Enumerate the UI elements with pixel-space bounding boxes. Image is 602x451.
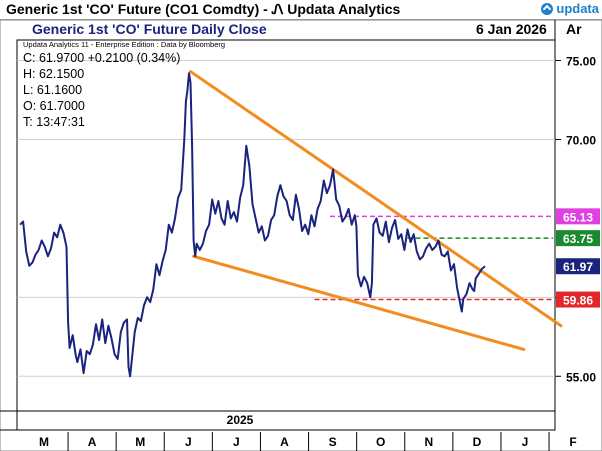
x-tick-label: J: [522, 435, 529, 449]
window-title: Generic 1st 'CO' Future (CO1 Comdty) - Ꮑ…: [6, 1, 401, 17]
level-label-box: [556, 258, 600, 275]
level-label-box: [556, 291, 600, 308]
brand-logo: updata: [541, 1, 599, 16]
x-tick-label: J: [233, 435, 240, 449]
x-tick-label: A: [88, 435, 97, 449]
x-tick-label: F: [569, 435, 576, 449]
level-label-text: 61.97: [563, 260, 593, 274]
y-tick-label: 55.00: [566, 370, 596, 384]
x-tick-label: M: [39, 435, 49, 449]
x-tick-label: O: [376, 435, 385, 449]
ohlc-time: T: 13:47:31: [23, 115, 85, 129]
plot-area: [16, 39, 556, 431]
x-tick-label: M: [135, 435, 145, 449]
y-tick-label: 75.00: [566, 55, 596, 69]
chart-date: 6 Jan 2026: [476, 21, 547, 37]
ohlc-low: L: 61.1600: [23, 83, 82, 97]
price-series-line: [19, 72, 486, 378]
y-tick-label: 70.00: [566, 133, 596, 147]
currency-label: Ar: [566, 21, 582, 37]
chart-border: [0, 19, 602, 451]
brand-name: updata: [556, 1, 599, 16]
level-label-text: 65.13: [563, 210, 593, 224]
attribution-text: Updata Analytics 11 - Enterprise Edition…: [23, 40, 225, 49]
x-tick-label: D: [473, 435, 482, 449]
trendline-upper: [189, 70, 563, 328]
ohlc-high: H: 62.1500: [23, 67, 84, 81]
level-label-text: 63.75: [563, 232, 593, 246]
year-label: 2025: [227, 413, 254, 427]
x-tick-label: A: [280, 435, 289, 449]
level-label-box: [556, 208, 600, 225]
x-tick-label: J: [185, 435, 192, 449]
trendline-lower: [192, 254, 526, 351]
level-label-box: [556, 230, 600, 247]
ohlc-open: O: 61.7000: [23, 99, 85, 113]
trendlines: [189, 70, 563, 351]
x-tick-label: N: [424, 435, 433, 449]
chart-title: Generic 1st 'CO' Future Daily Close: [32, 21, 267, 37]
updata-logo-icon: [541, 2, 554, 15]
level-labels: 65.13 63.75 61.97 59.86: [556, 208, 600, 308]
ohlc-close: C: 61.9700 +0.2100 (0.34%): [23, 51, 180, 65]
title-bar: Generic 1st 'CO' Future (CO1 Comdty) - Ꮑ…: [0, 0, 602, 20]
level-label-text: 59.86: [563, 294, 593, 308]
x-tick-label: S: [329, 435, 337, 449]
